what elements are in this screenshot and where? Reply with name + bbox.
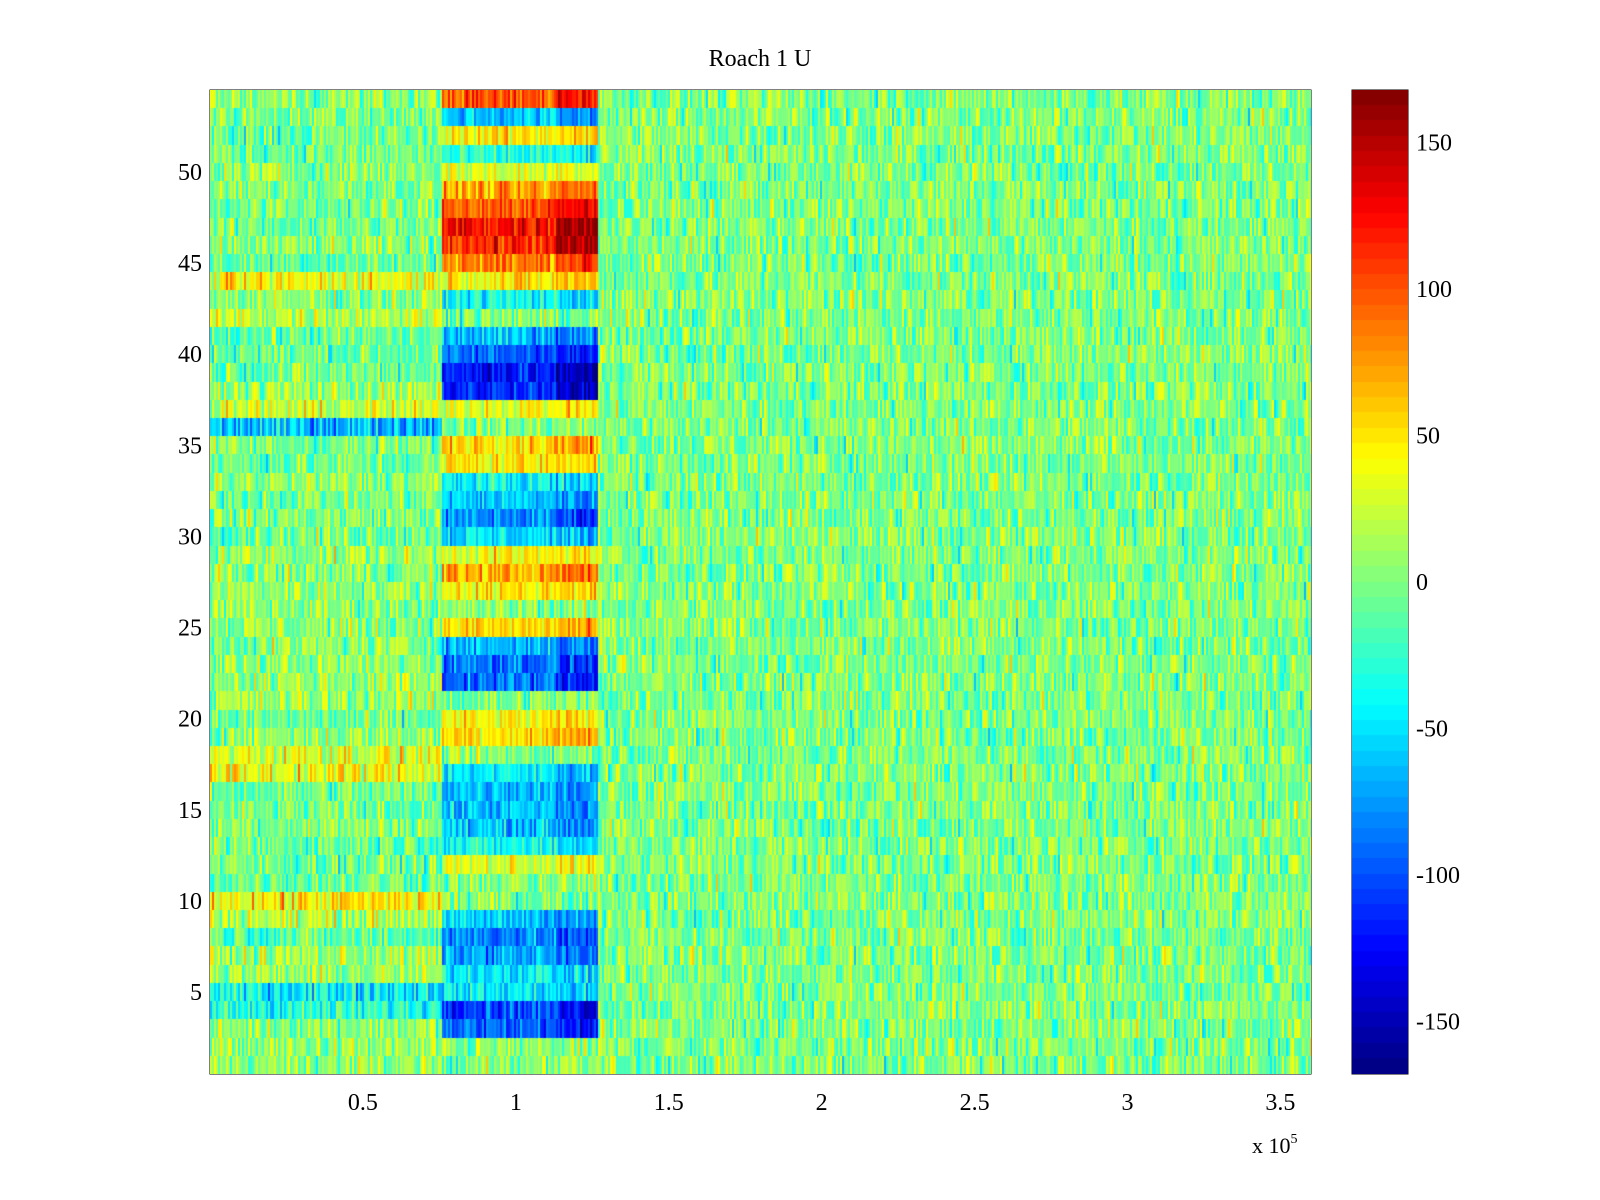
x-tick-label: 0.5 xyxy=(348,1090,378,1116)
y-tick-label: 35 xyxy=(178,433,202,459)
colorbar-tick-label: 0 xyxy=(1416,570,1428,596)
y-tick-label: 30 xyxy=(178,524,202,550)
y-tick-label: 45 xyxy=(178,251,202,277)
colorbar-tick-label: -100 xyxy=(1416,863,1460,889)
y-tick-label: 25 xyxy=(178,616,202,642)
x-tick-label: 1 xyxy=(510,1090,522,1116)
colorbar-tick-label: 50 xyxy=(1416,424,1440,450)
heatmap-cells xyxy=(210,90,1311,1074)
x-tick-label: 1.5 xyxy=(654,1090,684,1116)
x-tick-label: 2.5 xyxy=(960,1090,990,1116)
y-tick-label: 20 xyxy=(178,707,202,733)
x-scale-label: x 105 xyxy=(1252,1132,1298,1158)
colorbar-tick-label: 150 xyxy=(1416,131,1452,157)
x-tick-label: 3.5 xyxy=(1265,1090,1295,1116)
y-tick-label: 50 xyxy=(178,160,202,186)
colorbar-tick-label: 100 xyxy=(1416,277,1452,303)
chart-title: Roach 1 U xyxy=(709,46,812,72)
x-scale-exponent: 5 xyxy=(1291,1132,1298,1147)
x-scale-base: x 10 xyxy=(1252,1133,1291,1158)
x-tick-label: 2 xyxy=(816,1090,828,1116)
y-tick-label: 5 xyxy=(190,980,202,1006)
colorbar-gradient xyxy=(1352,90,1408,1074)
x-tick-label: 3 xyxy=(1122,1090,1134,1116)
colorbar-tick-label: -50 xyxy=(1416,716,1448,742)
y-tick-label: 10 xyxy=(178,889,202,915)
y-tick-label: 40 xyxy=(178,342,202,368)
y-tick-label: 15 xyxy=(178,798,202,824)
colorbar-tick-label: -150 xyxy=(1416,1009,1460,1035)
